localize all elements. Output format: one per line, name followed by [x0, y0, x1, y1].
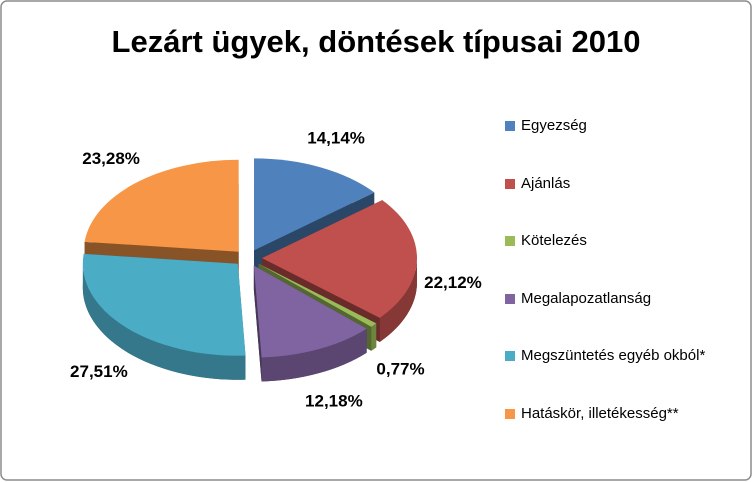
legend-label: Megszüntetés egyéb okból* [521, 347, 706, 364]
legend: Egyezség Ajánlás Kötelezés Megalapozatlansá… [505, 116, 730, 461]
legend-swatch [505, 121, 515, 131]
legend-item: Egyezség [505, 116, 730, 174]
legend-item: Ajánlás [505, 174, 730, 232]
legend-swatch [505, 351, 515, 361]
legend-label: Hatáskör, illetékesség** [521, 404, 679, 422]
data-label: 12,18% [305, 391, 363, 410]
data-label: 0,77% [376, 360, 424, 379]
slice-wall [379, 258, 417, 342]
pie-slice [82, 253, 246, 356]
data-label: 23,28% [82, 149, 140, 168]
legend-swatch [505, 178, 515, 189]
legend-item: Megszüntetés egyéb okból* [505, 346, 730, 404]
data-label: 14,14% [307, 128, 365, 147]
legend-item: Hatáskör, illetékesség** [505, 404, 730, 462]
slice-wall [371, 323, 377, 351]
slice-wall [82, 263, 246, 380]
legend-label: Egyezség [521, 117, 587, 134]
legend-label: Kötelezés [521, 232, 587, 249]
legend-swatch [505, 236, 515, 246]
data-label: 27,51% [70, 362, 128, 381]
legend-label: Megalapozatlanság [521, 289, 652, 307]
slice-side [253, 265, 262, 382]
slice-wall [261, 328, 367, 382]
chart-title: Lezárt ügyek, döntések típusai 2010 [112, 24, 641, 59]
legend-swatch [505, 293, 515, 304]
pie-slice [261, 200, 417, 318]
legend-label: Ajánlás [521, 174, 571, 192]
legend-swatch [505, 408, 515, 419]
legend-item: Kötelezés [505, 231, 730, 289]
pie-slice [258, 263, 377, 327]
pie-slice [254, 158, 375, 251]
data-label: 22,12% [424, 273, 482, 292]
pie-slice [253, 265, 367, 358]
slice [82, 253, 246, 380]
legend-item: Megalapozatlanság [505, 289, 730, 347]
slice [253, 265, 367, 382]
pie-slice [84, 159, 239, 252]
